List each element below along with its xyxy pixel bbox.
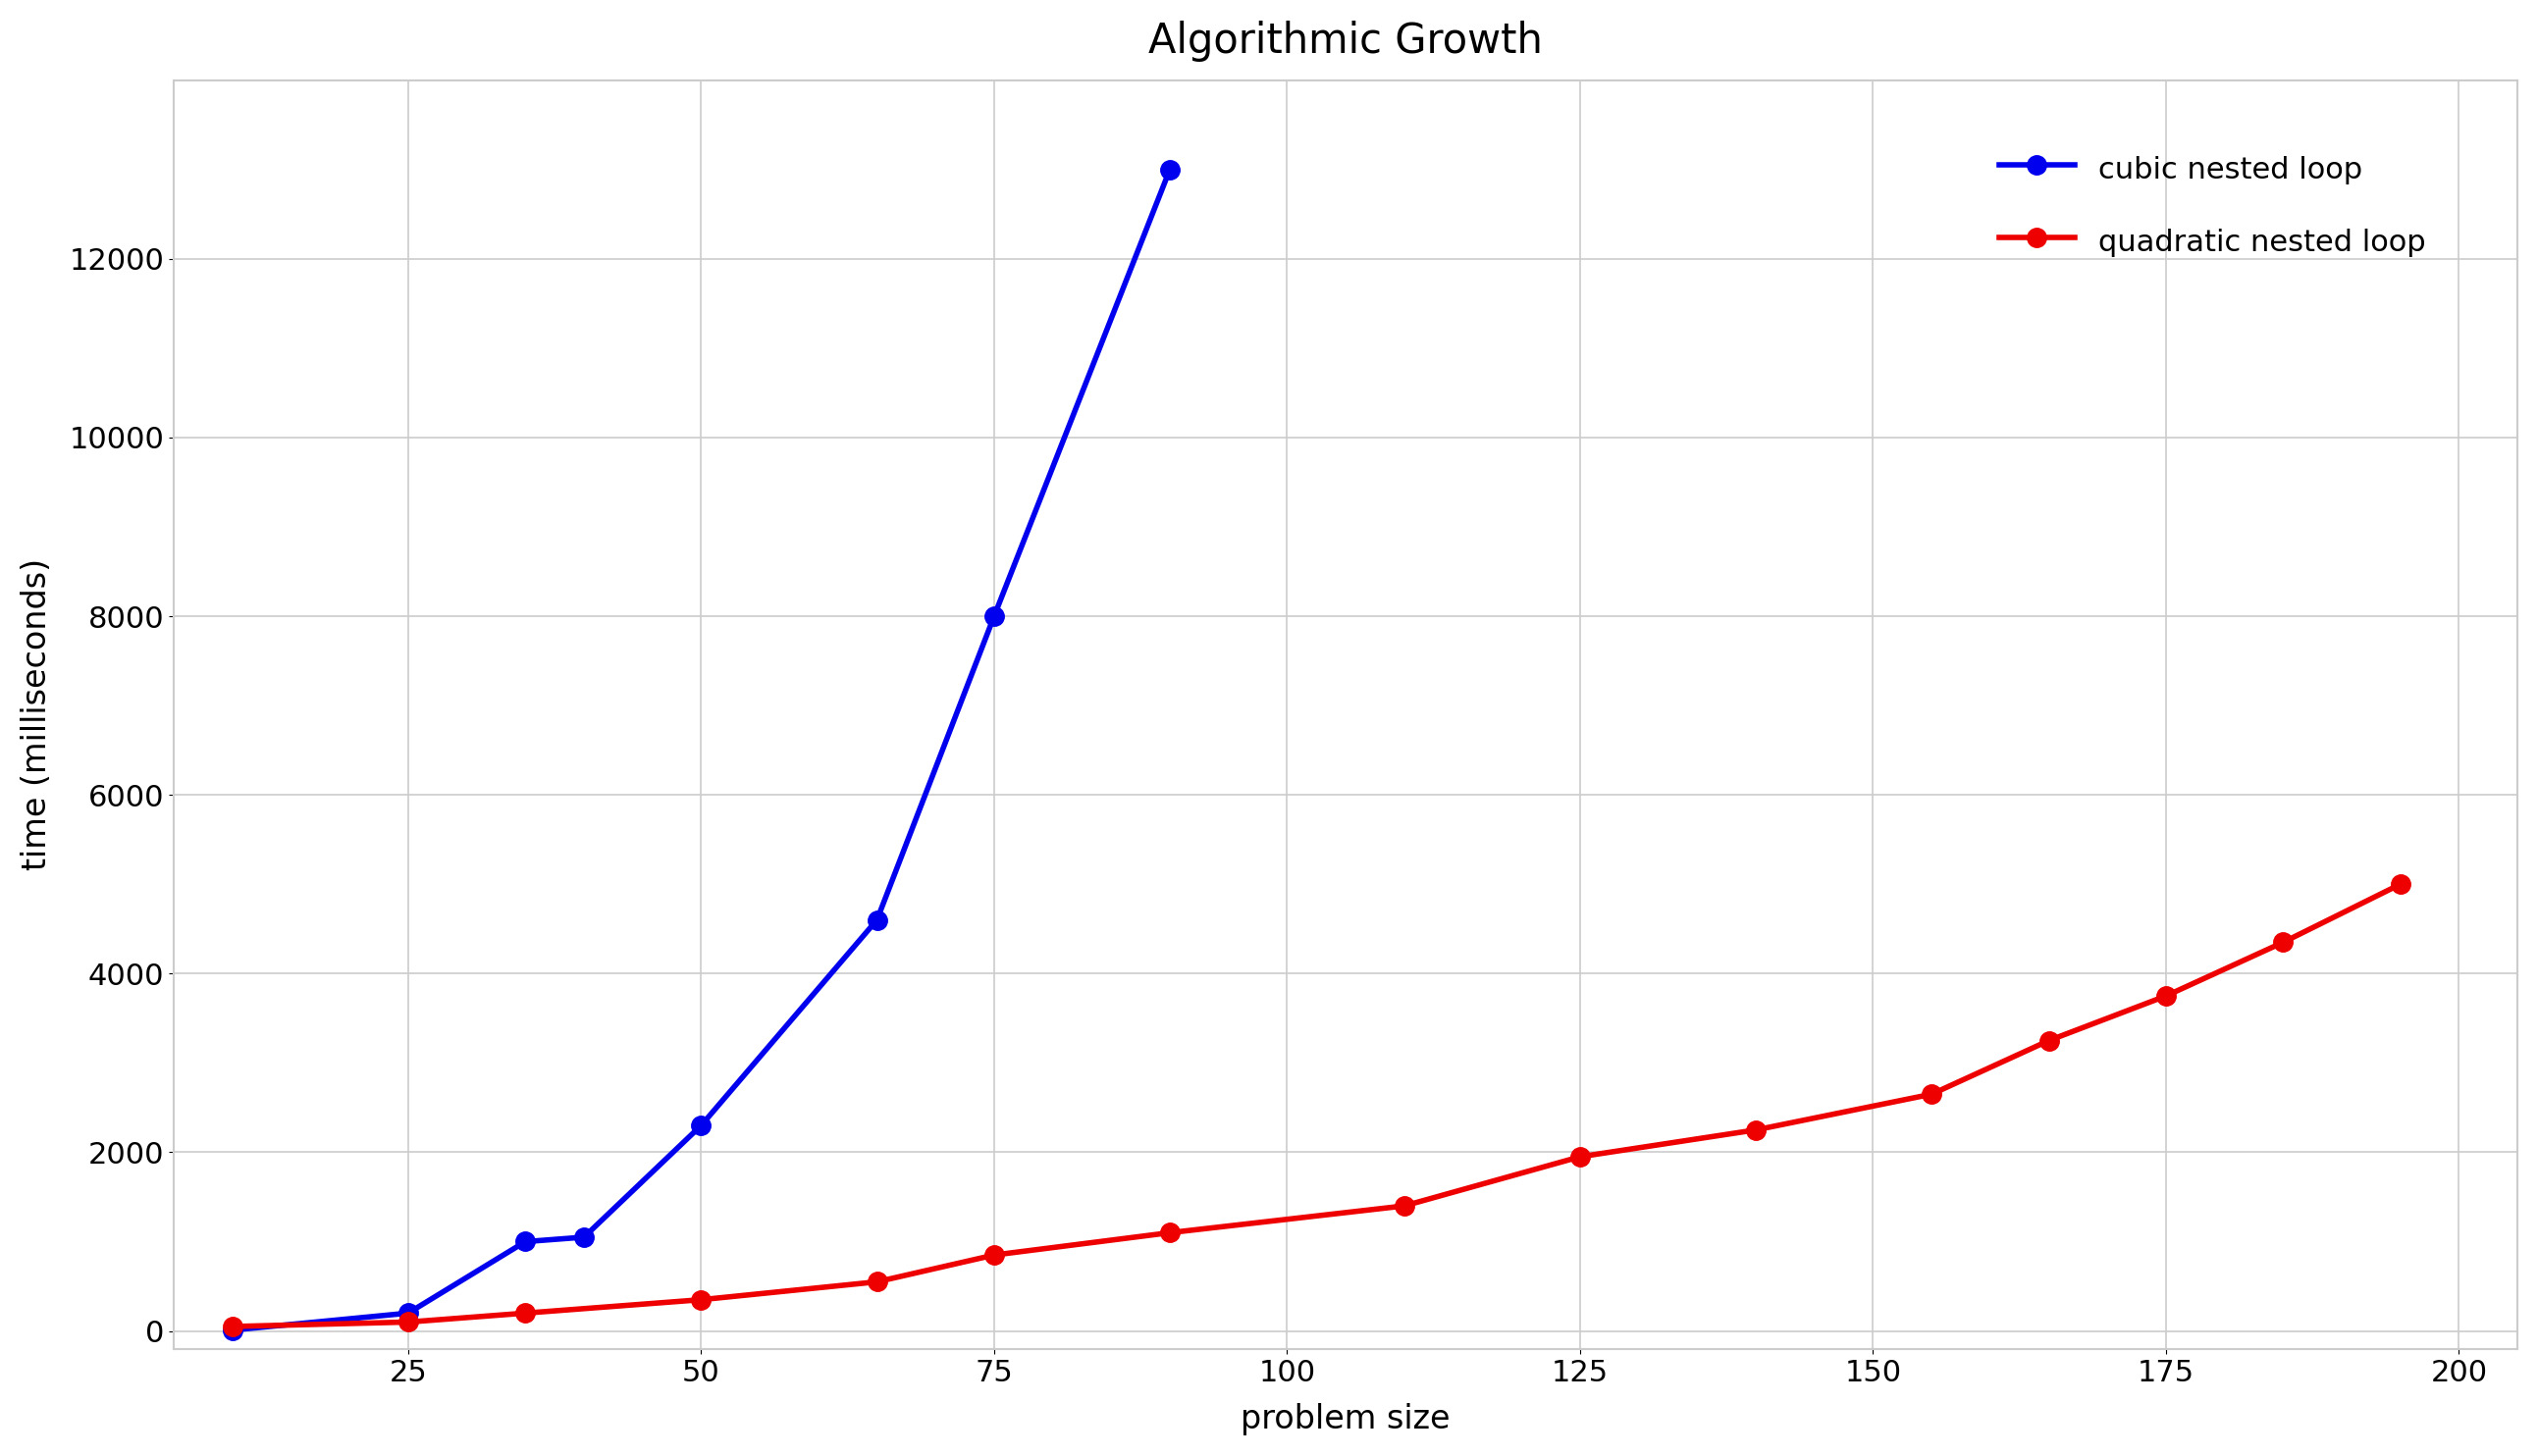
cubic nested loop: [569, 1229, 599, 1246]
quadratic nested loop: [2386, 875, 2416, 893]
quadratic nested loop: [2033, 1032, 2063, 1050]
Line: cubic nested loop: cubic nested loop: [223, 160, 1180, 1340]
cubic nested loop: [863, 911, 893, 929]
cubic nested loop: [1155, 160, 1185, 178]
X-axis label: problem size: problem size: [1241, 1404, 1449, 1436]
quadratic nested loop: [393, 1313, 424, 1331]
Y-axis label: time (milliseconds): time (milliseconds): [20, 559, 53, 871]
Line: quadratic nested loop: quadratic nested loop: [223, 875, 2411, 1337]
quadratic nested loop: [218, 1318, 249, 1335]
quadratic nested loop: [980, 1246, 1010, 1264]
cubic nested loop: [685, 1117, 716, 1134]
Legend: cubic nested loop, quadratic nested loop: cubic nested loop, quadratic nested loop: [1969, 121, 2457, 290]
cubic nested loop: [393, 1305, 424, 1322]
cubic nested loop: [218, 1322, 249, 1340]
quadratic nested loop: [1155, 1224, 1185, 1242]
quadratic nested loop: [1566, 1147, 1596, 1165]
quadratic nested loop: [1916, 1086, 1947, 1104]
cubic nested loop: [510, 1233, 541, 1251]
cubic nested loop: [980, 607, 1010, 625]
quadratic nested loop: [2150, 987, 2180, 1005]
quadratic nested loop: [2269, 933, 2299, 951]
quadratic nested loop: [510, 1305, 541, 1322]
quadratic nested loop: [1741, 1121, 1772, 1139]
quadratic nested loop: [685, 1291, 716, 1309]
Title: Algorithmic Growth: Algorithmic Growth: [1150, 20, 1543, 61]
quadratic nested loop: [863, 1273, 893, 1290]
quadratic nested loop: [1388, 1197, 1419, 1214]
